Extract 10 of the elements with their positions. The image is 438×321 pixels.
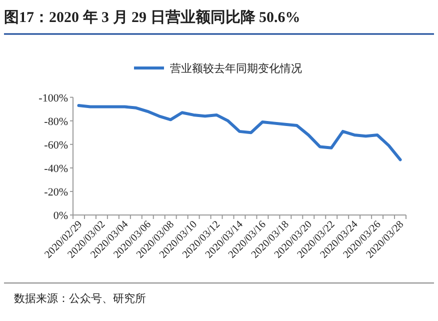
y-tick-label: -20% [44, 186, 68, 198]
y-tick-label: 0% [53, 210, 68, 222]
legend-label: 营业额较去年同期变化情况 [170, 62, 302, 75]
chart-title: 图17：2020 年 3 月 29 日营业额同比降 50.6% [4, 8, 300, 26]
y-tick-label: -40% [44, 162, 68, 175]
y-tick-label: -100% [38, 92, 68, 104]
source-note: 数据来源：公众号、研究所 [14, 292, 146, 305]
y-tick-label: -60% [44, 139, 68, 152]
y-tick-label: -80% [44, 116, 68, 128]
line-series [77, 104, 402, 162]
